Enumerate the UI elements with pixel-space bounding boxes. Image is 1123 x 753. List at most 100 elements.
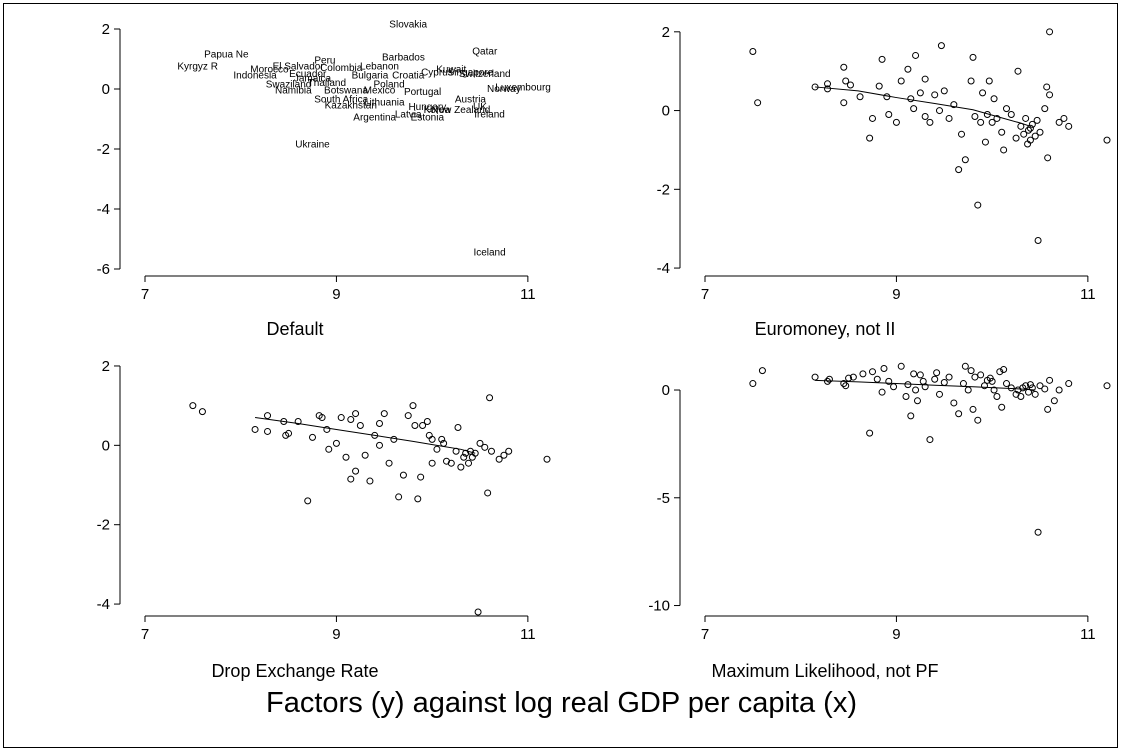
data-point [352,467,360,475]
data-point [824,377,832,385]
data-point [356,421,364,429]
data-point [1026,124,1034,132]
data-point [921,75,929,83]
data-point [1060,114,1068,122]
y-tick-label: 0 [102,81,110,98]
data-point [749,380,757,388]
data-point [880,364,888,372]
data-point [428,459,436,467]
data-point [990,95,998,103]
data-point [309,433,316,441]
data-point [958,130,966,138]
data-point [988,118,996,126]
data-point [866,134,874,142]
data-point [1050,397,1058,405]
data-point [1044,405,1052,413]
data-point [1025,126,1033,134]
data-point [1014,67,1022,75]
data-point [352,410,360,418]
data-point [971,373,979,381]
data-point [1103,382,1111,390]
panel-title: Maximum Likelihood, not PF [711,661,938,681]
data-label: Kuwait [436,65,466,76]
data-point [1007,384,1015,392]
data-point [885,377,893,385]
data-point [1017,392,1025,400]
data-point [1036,382,1044,390]
data-point [983,111,991,118]
data-point [294,418,302,426]
data-label: Thailand [308,78,346,89]
data-point [933,369,941,377]
data-point [945,114,953,122]
data-point [910,105,918,113]
data-point [457,463,465,471]
data-point [969,405,977,413]
data-point [347,475,355,483]
data-point [869,114,876,122]
data-point [347,416,355,424]
data-point [1041,385,1049,393]
data-point [476,439,484,447]
data-label: Papua Ne [204,50,249,61]
data-point [921,383,929,391]
data-point [897,362,905,370]
data-label: Singapore [448,68,494,79]
data-point [845,374,853,382]
data-label: Korea [424,105,451,116]
data-point [433,445,441,453]
data-point [1022,382,1030,390]
data-label: Switzerland [459,69,511,80]
x-tick-label: 11 [1080,626,1096,643]
data-point [447,459,455,467]
data-point [904,65,912,73]
data-point [883,93,891,101]
data-point [980,382,988,390]
data-point [1103,136,1111,144]
y-tick-label: -2 [97,517,110,534]
data-point [890,383,898,391]
data-point [1025,388,1033,396]
y-tick-label: 2 [102,21,110,38]
x-tick-label: 9 [892,286,900,303]
data-point [454,423,462,431]
data-point [361,451,369,459]
x-tick-label: 9 [332,286,340,303]
data-point [325,445,333,453]
data-point [961,362,969,370]
data-point [1055,386,1063,394]
data-point [280,418,288,426]
panel-title: Default [266,319,323,339]
data-label: Kazakhstan [325,101,377,112]
data-point [189,402,197,410]
data-label: Qatar [472,47,498,58]
data-point [1012,134,1020,142]
figure-frame [3,3,1118,748]
y-tick-label: 0 [102,437,110,454]
data-point [950,101,958,109]
data-point [945,373,953,381]
data-label: Kyrgyz R [177,62,218,73]
data-point [842,382,850,390]
data-point [981,138,989,146]
data-label: Slovakia [389,20,427,31]
data-point [964,386,972,394]
panel-title: Euromoney, not II [755,319,896,339]
data-point [366,477,374,485]
data-point [198,408,206,416]
data-point [484,489,492,497]
panel-title: Drop Exchange Rate [211,661,378,681]
data-point [859,370,867,378]
data-point [985,77,993,85]
data-point [414,495,422,503]
data-point [1003,105,1010,113]
x-tick-label: 9 [332,626,340,643]
fit-line [255,417,476,454]
data-label: Estonia [411,113,445,124]
data-point [936,390,943,398]
data-label: Barbados [382,53,425,64]
data-label: Jamaica [294,74,332,85]
data-label: Bulgaria [352,71,389,82]
data-point [967,367,975,375]
data-point [1033,116,1041,124]
